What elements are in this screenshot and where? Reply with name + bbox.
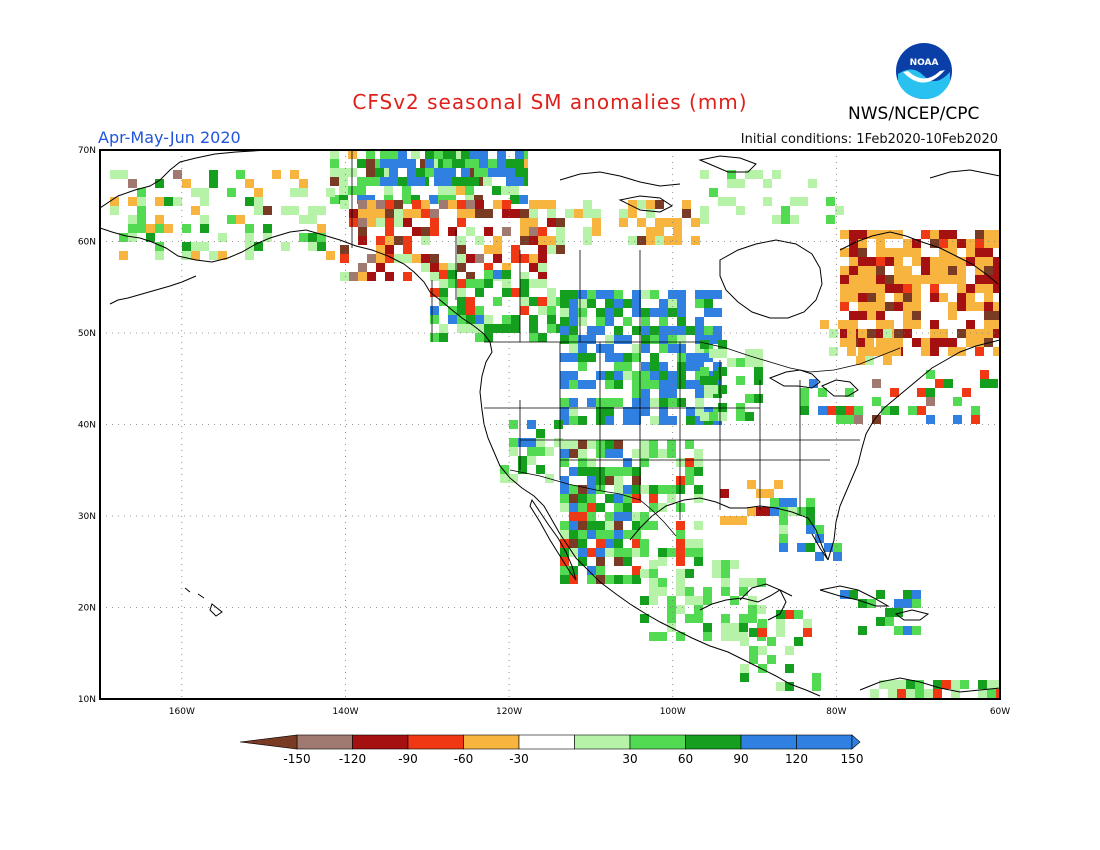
colorbar-label: 90 [733,752,748,766]
longitude-labels: 160W 140W 120W 100W 80W 60W [169,707,1010,717]
colorbar-box-9 [796,734,853,750]
initial-conditions-label: Initial conditions: 1Feb2020-10Feb2020 [740,132,998,147]
lat-label-60N: 60N [78,238,96,248]
colorbar-label: -60 [454,752,474,766]
colorbar-low-arrow [239,734,298,750]
colorbar: -150 -120 -90 -60 -30 30 60 90 120 150 [239,734,864,766]
anomaly-cells [110,150,1000,699]
graticule [100,150,1000,699]
lat-label-10N: 10N [78,695,96,705]
lon-label-80W: 80W [826,707,846,717]
chart-title: CFSv2 seasonal SM anomalies (mm) [352,90,748,114]
noaa-logo: NOAA [896,43,952,100]
lat-label-70N: 70N [78,146,96,156]
colorbar-label: -120 [339,752,366,766]
latitude-labels: 70N 60N 50N 40N 30N 20N 10N [78,146,96,705]
colorbar-label: 30 [622,752,637,766]
colorbar-box-0 [296,734,353,750]
colorbar-box-2 [407,734,464,750]
colorbar-box-1 [352,734,409,750]
lat-label-50N: 50N [78,329,96,339]
lat-label-30N: 30N [78,512,96,522]
political-borders [351,150,901,537]
colorbar-box-5 [574,734,631,750]
colorbar-box-6 [629,734,686,750]
map-frame [99,149,1001,700]
colorbar-box-4 [518,734,575,750]
lat-label-40N: 40N [78,421,96,431]
colorbar-label: -90 [398,752,418,766]
colorbar-label: -150 [283,752,310,766]
colorbar-label: 120 [785,752,808,766]
lon-label-120W: 120W [496,707,522,717]
colorbar-label: 150 [841,752,864,766]
agency-label: NWS/NCEP/CPC [848,104,980,124]
colorbar-box-7 [685,734,742,750]
coastlines [100,150,1000,697]
lat-label-20N: 20N [78,604,96,614]
colorbar-box-8 [740,734,797,750]
lon-label-100W: 100W [660,707,686,717]
colorbar-label: 60 [678,752,693,766]
colorbar-box-3 [463,734,520,750]
noaa-logo-text: NOAA [910,58,939,68]
season-label: Apr-May-Jun 2020 [98,128,241,147]
lon-label-160W: 160W [169,707,195,717]
colorbar-label: -30 [509,752,529,766]
lon-label-140W: 140W [332,707,358,717]
lon-label-60W: 60W [990,707,1010,717]
colorbar-high-arrow [851,734,861,750]
